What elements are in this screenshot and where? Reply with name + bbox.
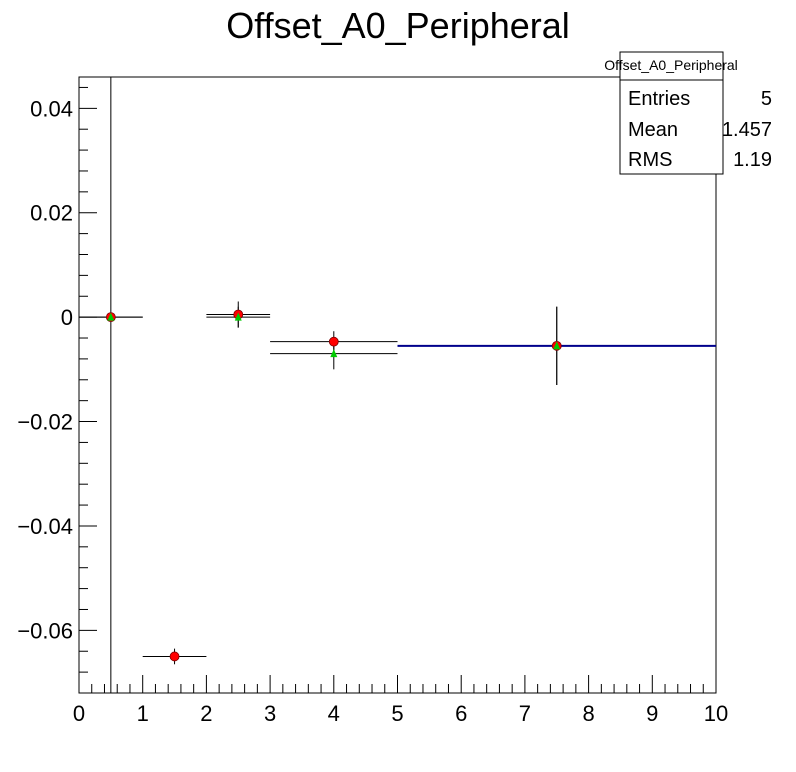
y-tick-label: −0.06 [17, 618, 73, 643]
y-tick-label: −0.02 [17, 410, 73, 435]
x-tick-label: 7 [519, 701, 531, 726]
stats-box: Offset_A0_Peripheral Entries 5 Mean 1.45… [604, 51, 772, 175]
stats-mean-label: Mean [628, 119, 678, 141]
chart-title: Offset_A0_Peripheral [226, 5, 570, 46]
x-tick-label: 1 [137, 701, 149, 726]
data-point [169, 651, 180, 662]
stats-box-title: Offset_A0_Peripheral [604, 57, 738, 73]
stats-rms-value: 1.19 [733, 149, 772, 171]
stats-entries-value: 5 [761, 88, 772, 110]
x-tick-label: 9 [646, 701, 658, 726]
stats-rms-label: RMS [628, 149, 672, 171]
y-tick-label: 0 [61, 305, 73, 330]
data-point [330, 349, 338, 358]
x-tick-label: 3 [264, 701, 276, 726]
x-tick-label: 10 [704, 701, 728, 726]
x-tick-label: 8 [582, 701, 594, 726]
axes: 0 1 2 3 4 5 6 7 8 9 10 0.04 0.02 0 −0.02 −0.04 −0.06 [17, 86, 728, 726]
x-tick-label: 0 [73, 701, 85, 726]
y-tick-label: −0.04 [17, 514, 73, 539]
y-tick-label: 0.04 [30, 96, 73, 121]
stats-mean-value: 1.457 [722, 119, 772, 141]
data-point [553, 341, 561, 350]
data-marks [79, 77, 716, 693]
data-point [234, 312, 242, 321]
x-tick-label: 6 [455, 701, 467, 726]
y-tick-label: 0.02 [30, 201, 73, 226]
x-tick-label: 4 [328, 701, 340, 726]
data-point [328, 336, 339, 347]
stats-entries-label: Entries [628, 88, 690, 110]
x-tick-label: 2 [200, 701, 212, 726]
stats-box-frame [619, 51, 724, 175]
data-point [107, 312, 115, 321]
x-tick-label: 5 [391, 701, 403, 726]
